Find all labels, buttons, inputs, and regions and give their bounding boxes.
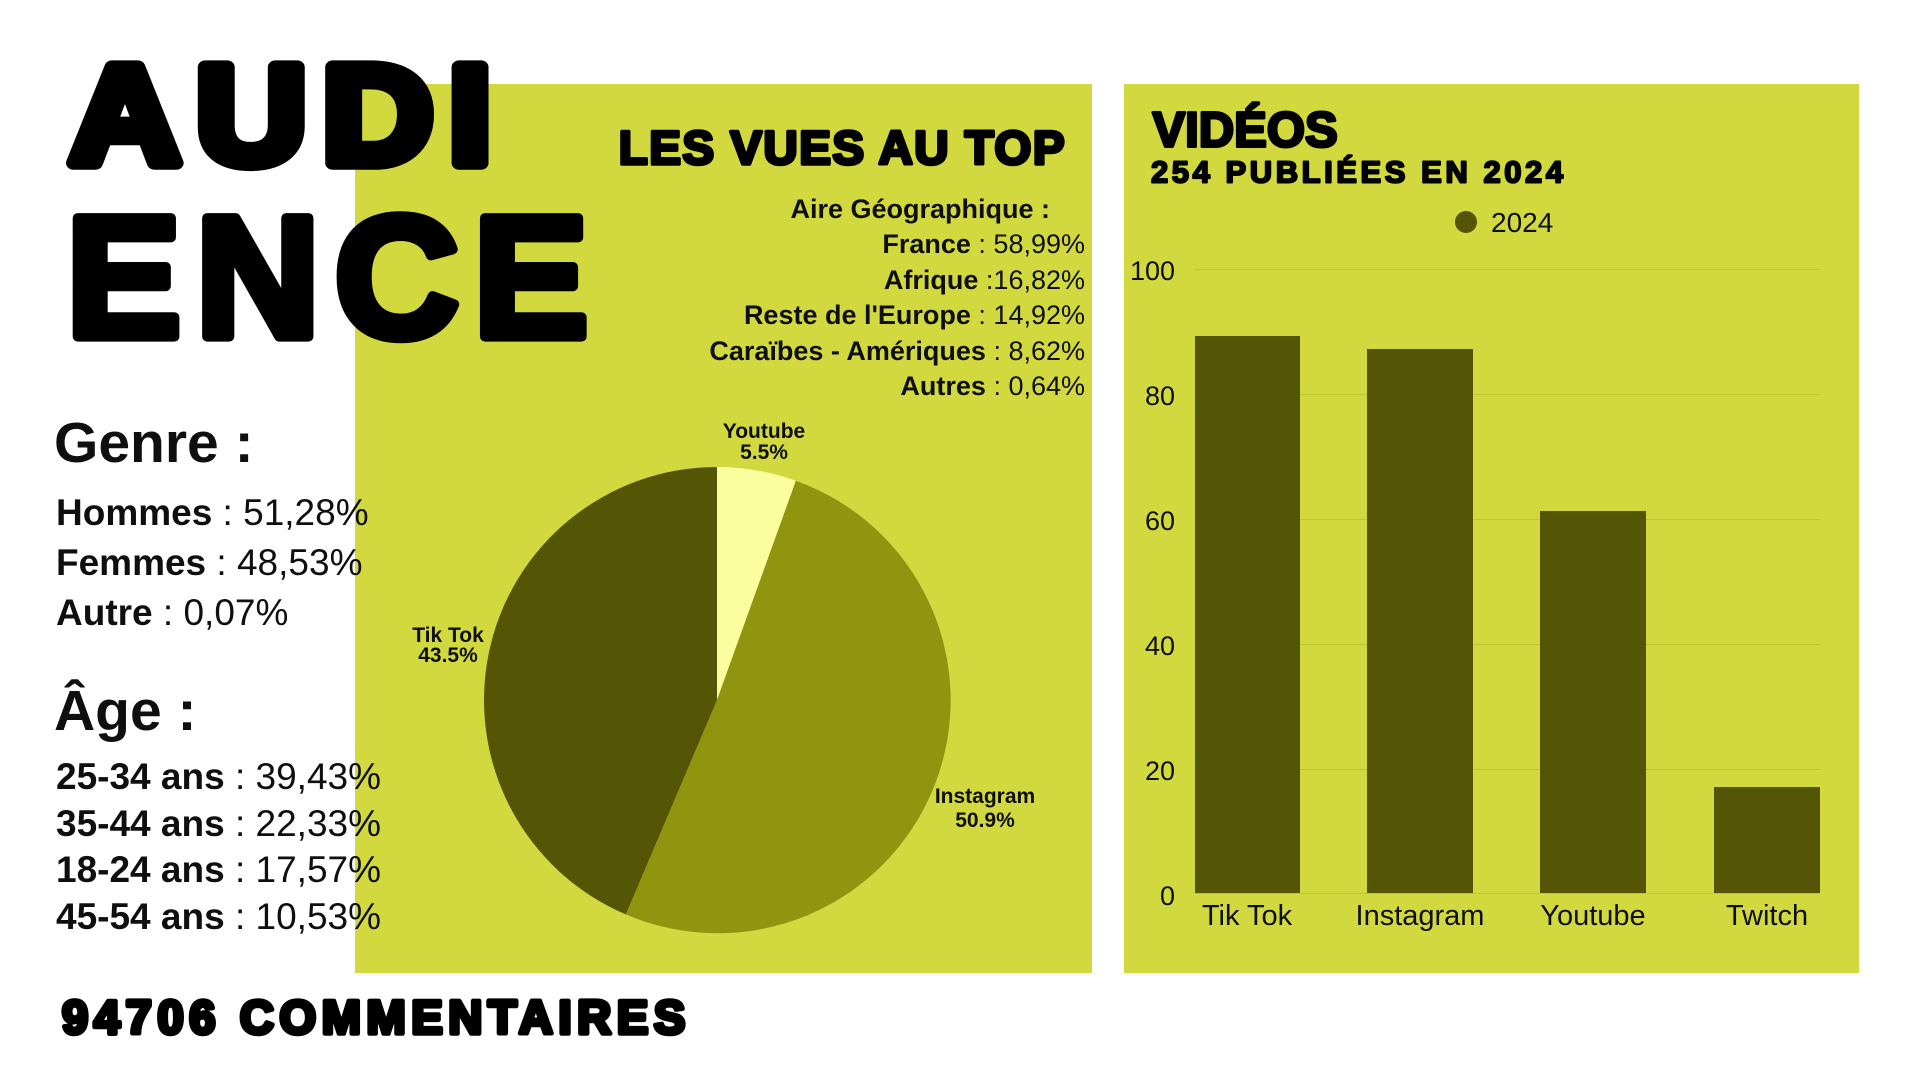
svg-text:ENCE: ENCE: [66, 182, 603, 374]
svg-text:LES VUES AU TOP: LES VUES AU TOP: [619, 122, 1066, 175]
svg-text:AUDI: AUDI: [70, 37, 507, 193]
svg-text:254 PUBLIÉES EN 2024: 254 PUBLIÉES EN 2024: [1151, 155, 1567, 190]
svg-text:VIDÉOS: VIDÉOS: [1153, 103, 1338, 157]
svg-text:94706 COMMENTAIRES: 94706 COMMENTAIRES: [62, 990, 691, 1043]
